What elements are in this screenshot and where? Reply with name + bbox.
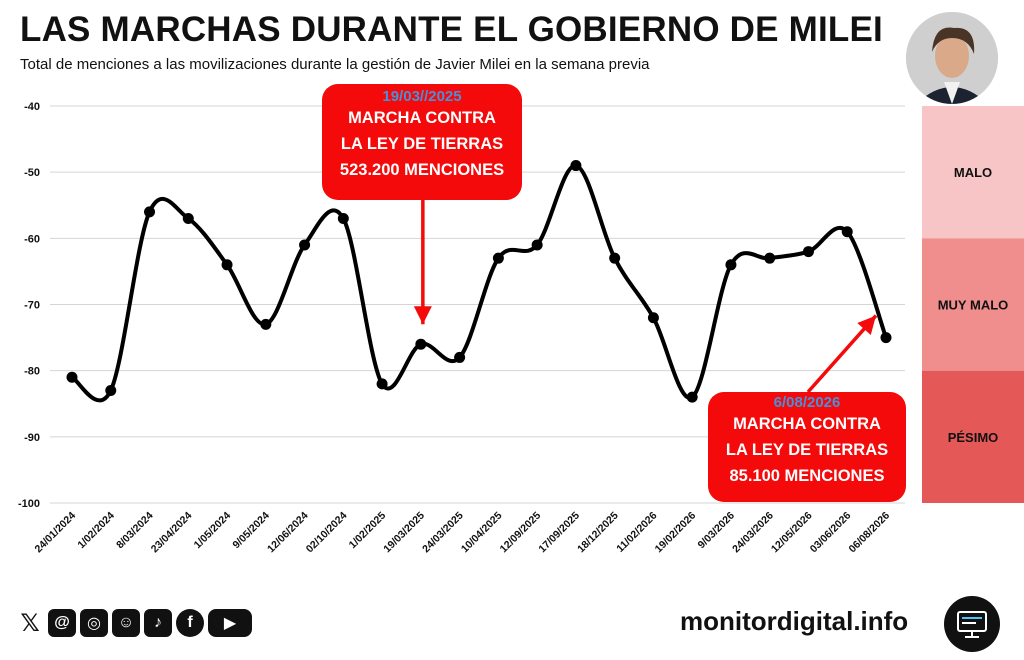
data-point bbox=[454, 351, 466, 363]
x-tick-label: 1/05/2024 bbox=[192, 510, 234, 552]
zone-label: MALO bbox=[954, 165, 992, 180]
x-tick-label: 1/02/2024 bbox=[75, 510, 117, 552]
data-point bbox=[260, 318, 272, 330]
data-point bbox=[144, 206, 156, 218]
zone-label: PÉSIMO bbox=[948, 430, 999, 445]
zone-band bbox=[922, 370, 1024, 503]
data-point bbox=[647, 312, 659, 324]
instagram-icon[interactable]: ◎ bbox=[80, 609, 108, 637]
y-tick-label: -100 bbox=[18, 498, 40, 510]
portrait-avatar bbox=[906, 12, 998, 104]
x-tick-label: 24/03/2026 bbox=[730, 510, 776, 556]
zone-band bbox=[922, 106, 1024, 239]
annotation-line: LA LEY DE TIERRAS bbox=[725, 441, 889, 459]
zone-label: MUY MALO bbox=[938, 298, 1009, 313]
annotation-callout-1: 19/03//2025 MARCHA CONTRA LA LEY DE TIER… bbox=[322, 84, 522, 200]
zone-band bbox=[922, 238, 1024, 371]
data-point bbox=[492, 252, 504, 264]
x-tick-label: 06/08/2026 bbox=[846, 510, 892, 556]
tiktok-icon[interactable]: ♪ bbox=[144, 609, 172, 637]
x-tick-label: 18/12/2025 bbox=[575, 510, 621, 556]
x-tick-label: 17/09/2025 bbox=[536, 510, 582, 556]
data-point bbox=[531, 239, 543, 251]
reddit-icon[interactable]: ☺ bbox=[112, 609, 140, 637]
annotation-callout-2: 6/08/2026 MARCHA CONTRA LA LEY DE TIERRA… bbox=[708, 392, 906, 502]
data-point bbox=[182, 212, 194, 224]
data-point bbox=[221, 259, 233, 271]
data-point bbox=[570, 160, 582, 172]
y-tick-label: -90 bbox=[24, 432, 40, 444]
facebook-icon[interactable]: f bbox=[176, 609, 204, 637]
y-tick-label: -70 bbox=[24, 300, 40, 312]
y-tick-label: -80 bbox=[24, 366, 40, 378]
data-point bbox=[764, 252, 776, 264]
threads-icon[interactable]: @ bbox=[48, 609, 76, 637]
series-line bbox=[70, 163, 888, 403]
y-tick-label: -50 bbox=[24, 167, 40, 179]
y-tick-label: -40 bbox=[24, 101, 40, 113]
data-point bbox=[415, 338, 427, 350]
y-tick-label: -60 bbox=[24, 233, 40, 245]
x-tick-label: 24/01/2024 bbox=[32, 510, 78, 556]
x-tick-label: 02/10/2024 bbox=[304, 510, 350, 556]
data-point bbox=[609, 252, 621, 264]
data-point bbox=[841, 226, 853, 238]
x-tick-label: 24/03/2025 bbox=[420, 510, 466, 556]
annotation-line: MARCHA CONTRA bbox=[348, 109, 496, 127]
x-tick-label: 19/03/2025 bbox=[381, 510, 427, 556]
x-tick-label: 03/06/2026 bbox=[808, 510, 854, 556]
annotation-date: 6/08/2026 bbox=[773, 394, 841, 411]
youtube-icon[interactable]: ▶ bbox=[208, 609, 252, 637]
x-tick-label: 19/02/2026 bbox=[653, 510, 699, 556]
data-point bbox=[66, 371, 78, 383]
annotation-line: LA LEY DE TIERRAS bbox=[340, 135, 504, 153]
x-tick-label: 23/04/2024 bbox=[149, 510, 195, 556]
data-point bbox=[802, 246, 814, 258]
x-tick-label: 12/09/2025 bbox=[498, 510, 544, 556]
data-point bbox=[299, 239, 311, 251]
social-icons: 𝕏 @ ◎ ☺ ♪ f ▶ bbox=[16, 609, 252, 637]
annotation-arrowhead bbox=[857, 315, 876, 336]
monitor-logo-icon bbox=[944, 596, 1000, 652]
data-point bbox=[686, 391, 698, 403]
x-tick-label: 10/04/2025 bbox=[459, 510, 505, 556]
annotation-line: MARCHA CONTRA bbox=[733, 415, 881, 433]
chart-title: LAS MARCHAS DURANTE EL GOBIERNO DE MILEI bbox=[20, 10, 883, 49]
data-point bbox=[376, 378, 388, 390]
annotation-line: 523.200 MENCIONES bbox=[339, 161, 505, 179]
data-point bbox=[105, 385, 117, 397]
annotation-line: 85.100 MENCIONES bbox=[729, 467, 885, 485]
x-icon[interactable]: 𝕏 bbox=[20, 609, 40, 637]
x-tick-label: 12/06/2024 bbox=[265, 510, 311, 556]
site-name[interactable]: monitordigital.info bbox=[680, 606, 909, 636]
data-point bbox=[337, 212, 349, 224]
chart-subtitle: Total de menciones a las movilizaciones … bbox=[20, 56, 650, 73]
annotation-date: 19/03//2025 bbox=[382, 88, 462, 105]
annotation-arrowhead bbox=[413, 306, 432, 325]
x-tick-label: 12/05/2026 bbox=[769, 510, 815, 556]
data-point bbox=[725, 259, 737, 271]
data-point bbox=[880, 332, 892, 344]
